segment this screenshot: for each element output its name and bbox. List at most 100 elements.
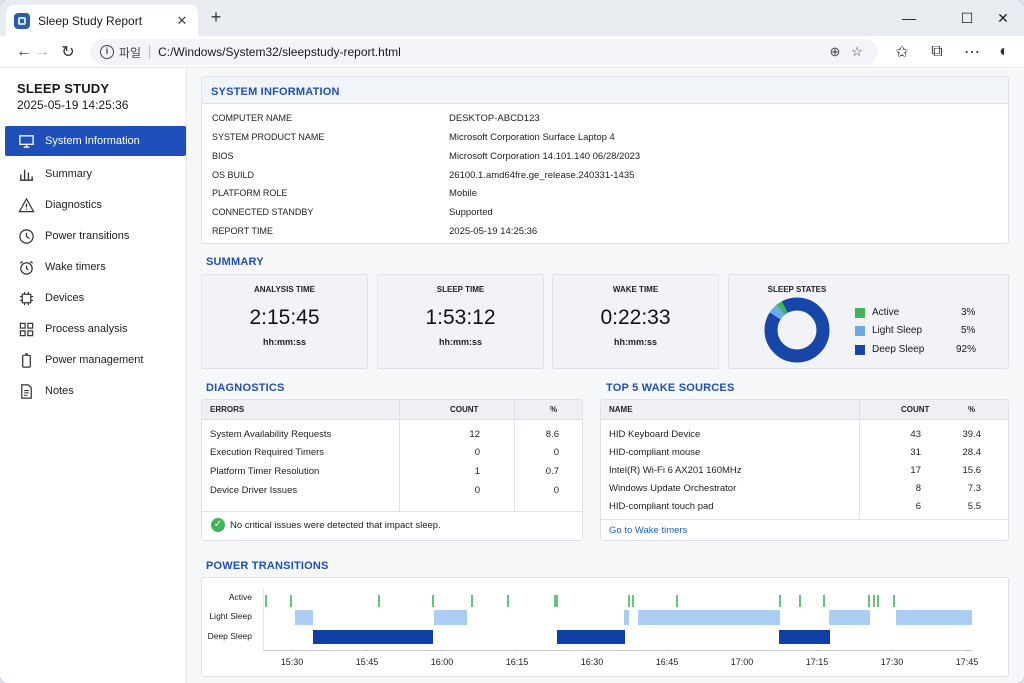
- info-value: 26100.1.amd64fre.ge_release.240331-1435: [449, 170, 635, 181]
- column-divider: [859, 400, 860, 520]
- column-divider: [514, 400, 515, 512]
- sleep-states-donut: [764, 297, 830, 363]
- clock-icon: [17, 227, 35, 245]
- navigation-bar: ← → ↻ i 파일 C:/Windows/System32/sleepstud…: [0, 36, 1024, 68]
- zoom-icon[interactable]: ⊕: [829, 44, 841, 59]
- diag-row-pct: 0: [553, 485, 559, 496]
- diag-row-name: System Availability Requests: [210, 429, 332, 440]
- wake-row-pct: 5.5: [967, 501, 981, 512]
- address-bar[interactable]: i 파일 C:/Windows/System32/sleepstudy-repo…: [90, 39, 878, 65]
- sidebar-item-notes[interactable]: Notes: [5, 376, 186, 406]
- close-window-icon[interactable]: ✕: [997, 9, 1009, 26]
- maximize-icon[interactable]: ☐: [960, 9, 974, 26]
- more-menu-icon[interactable]: ⋯: [964, 44, 980, 61]
- favorites-icon[interactable]: ✩: [895, 44, 909, 61]
- close-tab-icon[interactable]: ✕: [176, 12, 188, 28]
- legend-label: Light Sleep: [872, 325, 923, 336]
- wake-row-name: HID Keyboard Device: [609, 429, 701, 440]
- sidebar-item-process-analysis[interactable]: Process analysis: [5, 314, 186, 344]
- sidebar-item-summary[interactable]: Summary: [5, 159, 186, 189]
- timeline-tick-label: 17:15: [805, 657, 829, 667]
- tab-title: Sleep Study Report: [38, 13, 143, 28]
- column-header: COUNT: [901, 405, 930, 414]
- metric-value: 0:22:33: [600, 306, 671, 329]
- copilot-icon[interactable]: ◐: [999, 43, 1009, 60]
- info-key: SYSTEM PRODUCT NAME: [212, 132, 325, 142]
- light-sleep-bar: [638, 610, 780, 625]
- favorite-star-icon[interactable]: ☆: [851, 44, 863, 59]
- power-transitions-timeline: [263, 588, 973, 651]
- wake-row-count: 8: [915, 483, 921, 494]
- sidebar-item-power-management[interactable]: Power management: [5, 345, 186, 375]
- sidebar-item-system-information[interactable]: System Information: [5, 126, 186, 156]
- sidebar-item-devices[interactable]: Devices: [5, 283, 186, 313]
- back-icon[interactable]: ←: [16, 43, 32, 60]
- collections-icon[interactable]: ⧉: [931, 43, 943, 60]
- legend-percent: 3%: [961, 307, 976, 318]
- power-transitions-card: [201, 577, 1009, 677]
- timeline-tick-label: 17:00: [730, 657, 754, 667]
- diag-row-count: 1: [474, 466, 480, 477]
- diag-row-pct: 0: [553, 447, 559, 458]
- diag-row-pct: 0.7: [545, 466, 559, 477]
- metric-value: 1:53:12: [425, 306, 496, 329]
- sidebar-item-diagnostics[interactable]: Diagnostics: [5, 190, 186, 220]
- donut-slice-deep-sleep: [764, 297, 830, 363]
- url-text[interactable]: C:/Windows/System32/sleepstudy-report.ht…: [158, 45, 401, 59]
- table-divider: [202, 511, 582, 512]
- bar-chart-icon: [17, 165, 35, 183]
- info-value: DESKTOP-ABCD123: [449, 113, 540, 124]
- sleep-states-label: SLEEP STATES: [767, 285, 827, 294]
- table-divider: [601, 519, 1008, 520]
- browser-tab[interactable]: Sleep Study Report ✕: [6, 5, 198, 36]
- check-circle-icon: ✓: [211, 518, 225, 532]
- sidebar-item-power-transitions[interactable]: Power transitions: [5, 221, 186, 251]
- column-header: NAME: [609, 405, 633, 414]
- light-sleep-swatch-icon: [855, 326, 865, 336]
- forward-icon[interactable]: →: [34, 43, 50, 60]
- timeline-tick-label: 16:00: [430, 657, 454, 667]
- new-tab-button[interactable]: +: [210, 7, 222, 27]
- diagnostics-status: No critical issues were detected that im…: [230, 520, 441, 531]
- minimize-icon[interactable]: —: [902, 10, 916, 26]
- diag-row-count: 12: [469, 429, 480, 440]
- refresh-icon[interactable]: ↻: [61, 44, 75, 61]
- light-sleep-bar: [896, 610, 972, 625]
- metric-unit: hh:mm:ss: [613, 337, 657, 347]
- wake-time-card: WAKE TIME 0:22:33 hh:mm:ss: [552, 274, 719, 369]
- diag-row-count: 0: [474, 447, 480, 458]
- info-value: Supported: [449, 207, 493, 218]
- sidebar-item-label: Process analysis: [45, 323, 128, 335]
- source-label: 파일: [119, 45, 142, 60]
- lane-label: Active: [228, 592, 252, 602]
- metric-unit: hh:mm:ss: [438, 337, 482, 347]
- info-icon[interactable]: i: [100, 45, 114, 59]
- sidebar-item-wake-timers[interactable]: Wake timers: [5, 252, 186, 282]
- warning-icon: [17, 196, 35, 214]
- wake-row-count: 31: [910, 447, 921, 458]
- deep-sleep-bar: [779, 630, 830, 644]
- report-title: SLEEP STUDY: [17, 81, 110, 96]
- sleep-states-card: SLEEP STATES Active 3% Light Sleep 5% De…: [728, 274, 1009, 369]
- metric-label: SLEEP TIME: [436, 285, 485, 294]
- deep-sleep-swatch-icon: [855, 345, 865, 355]
- chip-icon: [17, 289, 35, 307]
- light-sleep-bar: [624, 610, 629, 625]
- wake-timers-link[interactable]: Go to Wake timers: [609, 525, 688, 536]
- metric-unit: hh:mm:ss: [262, 337, 306, 347]
- column-header: ERRORS: [210, 405, 245, 414]
- deep-sleep-bar: [557, 630, 625, 644]
- wake-row-name: Intel(R) Wi-Fi 6 AX201 160MHz: [609, 465, 742, 476]
- grid-icon: [17, 320, 35, 338]
- battery-icon: [17, 351, 35, 369]
- summary-title: SUMMARY: [206, 256, 264, 268]
- timeline-tick-label: 15:45: [355, 657, 379, 667]
- diag-row-name: Platform Timer Resolution: [210, 466, 320, 477]
- wake-row-count: 43: [910, 429, 921, 440]
- column-divider: [399, 400, 400, 512]
- timeline-tick-label: 15:30: [280, 657, 304, 667]
- tab-bar: Sleep Study Report ✕ + — ☐ ✕: [0, 0, 1024, 36]
- system-information-header: [202, 77, 1008, 104]
- timeline-tick-label: 16:15: [505, 657, 529, 667]
